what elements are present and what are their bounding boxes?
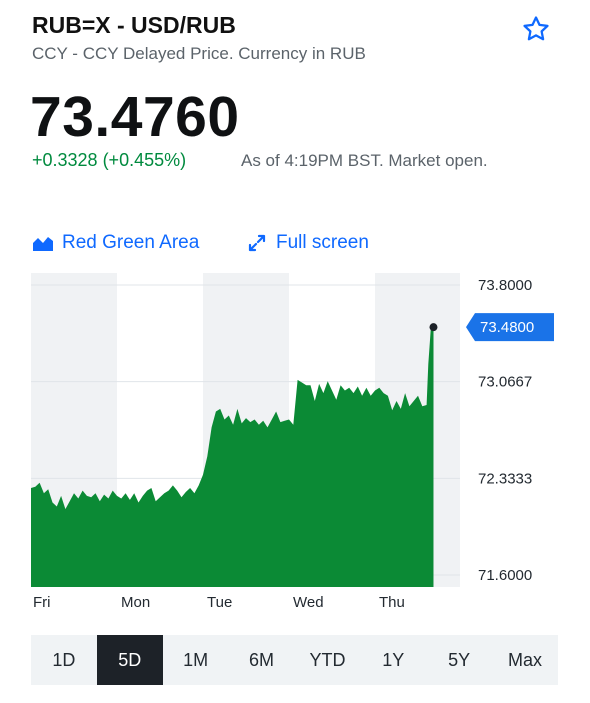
range-button-ytd[interactable]: YTD	[309, 649, 346, 670]
current-value-label: 73.4800	[480, 319, 534, 336]
range-button-1y[interactable]: 1Y	[382, 649, 405, 670]
x-tick-label: Wed	[293, 594, 324, 611]
current-value-dot	[429, 323, 438, 332]
range-button-1d[interactable]: 1D	[52, 649, 76, 670]
range-selector: 1D 5D 1M 6M YTD 1Y 5Y Max	[31, 635, 558, 685]
fullscreen-label: Full screen	[276, 232, 369, 253]
area-chart-icon	[33, 237, 53, 251]
x-tick-label: Mon	[121, 594, 150, 611]
y-tick-label: 73.0667	[478, 374, 532, 391]
x-tick-label: Thu	[379, 594, 405, 611]
price-change: +0.3328 (+0.455%)	[32, 150, 187, 170]
y-tick-label: 72.3333	[478, 470, 532, 487]
quote-subtitle: CCY - CCY Delayed Price. Currency in RUB	[32, 44, 366, 63]
range-button-1m[interactable]: 1M	[183, 649, 209, 670]
range-button-5d[interactable]: 5D	[96, 635, 163, 685]
market-time: As of 4:19PM BST. Market open.	[241, 151, 488, 170]
chart-type-button[interactable]: Red Green Area	[32, 232, 199, 254]
price-chart: 73.8000 73.0667 72.3333 71.6000 Fri Mon Tue We…	[31, 273, 554, 611]
x-tick-label: Tue	[207, 594, 232, 611]
expand-icon	[248, 234, 266, 252]
y-tick-label: 73.8000	[478, 277, 532, 294]
current-price: 73.4760	[30, 85, 240, 149]
x-tick-label: Fri	[33, 594, 51, 611]
range-button-6m[interactable]: 6M	[249, 649, 275, 670]
star-icon[interactable]	[521, 14, 551, 44]
range-button-5y[interactable]: 5Y	[448, 649, 471, 670]
price-area	[31, 327, 434, 587]
current-value-badge	[466, 313, 554, 342]
fullscreen-button[interactable]: Full screen	[246, 232, 369, 254]
page-title: RUB=X - USD/RUB	[32, 12, 236, 38]
y-tick-label: 71.6000	[478, 567, 532, 584]
range-button-max[interactable]: Max	[508, 649, 543, 670]
chart-type-label: Red Green Area	[62, 232, 200, 253]
